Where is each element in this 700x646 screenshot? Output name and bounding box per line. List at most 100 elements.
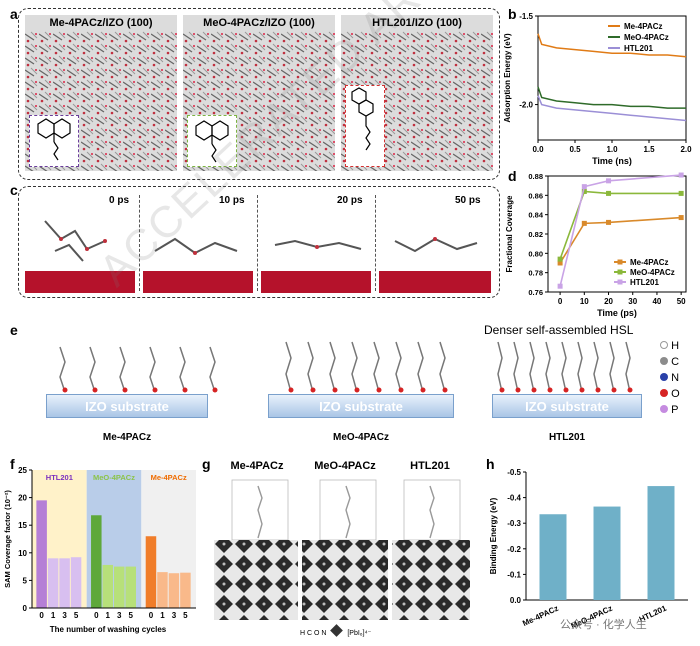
panel-h-label: h: [486, 456, 495, 472]
legend-label: MeO-4PACz: [630, 268, 675, 277]
izo-substrate-meo4pacz: IZO substrate: [268, 394, 454, 418]
panel-g-label: g: [202, 456, 211, 472]
bar: [168, 573, 180, 608]
series-line-HTL201: [559, 174, 682, 287]
g-title-htl201: HTL201: [410, 460, 450, 472]
g-title-meo4pacz: MeO-4PACz: [314, 460, 376, 472]
separator: [375, 195, 376, 291]
y-tick-label: 0.78: [528, 269, 543, 278]
htl201-structure-icon: [351, 87, 374, 151]
y-tick-label: 25: [18, 466, 27, 475]
x-tick-label: 0.5: [569, 145, 581, 154]
md-snapshot-me4pacz: Me-4PACz/IZO (100): [25, 15, 177, 171]
y-tick-label: 5: [23, 576, 28, 585]
legend-p-label: P: [671, 404, 679, 416]
y-tick-label: 15: [18, 521, 27, 530]
x-tick-label: 40: [652, 297, 661, 306]
x-tick-label: 5: [74, 611, 79, 620]
chart-adsorption-energy: 0.0 0.5 1.0 1.5 2.0 -1.5 -2.0 Time (ns) Adsorpti…: [503, 12, 692, 166]
y-tick-label: 10: [18, 549, 27, 558]
legend-marker: [617, 279, 623, 285]
y-tick-label: 20: [18, 494, 27, 503]
x-tick-label: 1: [160, 611, 165, 620]
htl201-monolayer-icon: [497, 341, 633, 393]
x-tick-label: 0.0: [532, 145, 544, 154]
data-point: [678, 215, 684, 221]
element-legend: H C N O P: [660, 340, 680, 420]
x-tick-label: Me-4PACz: [521, 604, 560, 628]
y-tick-label: -0.5: [507, 468, 521, 477]
panel-c-frame: 0 ps 10 ps 20 ps 50 ps: [18, 186, 500, 298]
y-tick-label: 0.84: [528, 211, 543, 220]
legend-h-label: H: [671, 340, 680, 352]
group-label: MeO-4PACz: [93, 473, 135, 482]
bar: [102, 564, 114, 608]
y-tick-label: -0.3: [507, 519, 521, 528]
g-atom-legend: H C O N [PbI₆]⁴⁻: [300, 624, 372, 637]
y-tick-label: -0.4: [507, 494, 521, 503]
izo-slab: [379, 271, 491, 293]
bar: [47, 558, 59, 608]
y-tick-label: -0.2: [507, 545, 521, 554]
molecule-snapshots-icon: [44, 220, 478, 262]
data-point: [581, 220, 587, 226]
y-tick-label: 0.88: [528, 172, 543, 181]
group-label: HTL201: [46, 473, 73, 482]
legend-c-label: C: [671, 356, 680, 368]
legend-label: HTL201: [624, 44, 653, 53]
panel-a-label: a: [10, 6, 18, 22]
bar: [36, 500, 47, 608]
data-point: [557, 283, 563, 289]
data-point: [581, 184, 587, 190]
bar: [114, 566, 125, 608]
legend-label: Me-4PACz: [630, 258, 669, 267]
separator: [257, 195, 258, 291]
y-axis-label: Adsorption Energy (eV): [503, 33, 512, 123]
data-point: [606, 219, 612, 225]
g-pbi6-label: [PbI₆]⁴⁻: [347, 630, 372, 637]
legend-o-label: O: [671, 388, 680, 400]
md-title-me4pacz: Me-4PACz/IZO (100): [49, 17, 153, 29]
chart-fractional-coverage: 0 10 20 30 40 50 0.76 0.78 0.80 0.82 0.84 0.86 0.88 T…: [505, 172, 687, 318]
legend-h-dot: [660, 341, 668, 349]
series-line-Me-4PACz: [559, 216, 682, 264]
legend-c: C: [660, 356, 680, 372]
x-tick-label: 10: [580, 297, 589, 306]
chart-binding-energy: 0.0-0.1-0.2-0.3-0.4-0.5Me-4PACz MeO-4PACz…: [489, 468, 688, 631]
g-title-me4pacz: Me-4PACz: [230, 460, 284, 472]
x-tick-label: 20: [604, 297, 613, 306]
y-tick-label: -1.5: [519, 12, 533, 21]
time-label-50ps: 50 ps: [455, 195, 481, 206]
source-watermark: 公众号 · 化学人生: [560, 619, 647, 631]
x-tick-label: 5: [183, 611, 188, 620]
x-tick-label: 5: [129, 611, 134, 620]
legend-c-dot: [660, 357, 668, 365]
bar: [647, 486, 675, 600]
bar: [59, 558, 70, 608]
x-tick-label: 1: [106, 611, 111, 620]
panel-g-frame: Me-4PACz MeO-4PACz HTL201: [214, 460, 470, 620]
y-tick-label: 0.82: [528, 230, 543, 239]
caption-htl201: HTL201: [548, 432, 586, 443]
izo-substrate-htl201: IZO substrate: [492, 394, 642, 418]
series-line-HTL201: [537, 95, 687, 122]
legend-marker: [617, 269, 623, 275]
legend-label: Me-4PACz: [624, 22, 663, 31]
y-tick-label: 0.0: [510, 596, 522, 605]
legend-n-dot: [660, 373, 668, 381]
panel-f-label: f: [10, 456, 15, 472]
time-label-0ps: 0 ps: [109, 195, 130, 206]
x-tick-label: 50: [677, 297, 686, 306]
data-point: [678, 190, 684, 196]
y-tick-label: 0.80: [528, 249, 543, 258]
bar: [91, 515, 102, 608]
panel-e-label: e: [10, 322, 18, 338]
bar: [180, 572, 191, 608]
legend-p-dot: [660, 405, 668, 413]
bar: [539, 514, 567, 600]
y-axis-label: SAM Coverage factor (10⁻²): [3, 490, 12, 588]
x-tick-label: 3: [62, 611, 67, 620]
caption-meo4pacz: MeO-4PACz: [333, 432, 389, 443]
data-point: [557, 260, 563, 266]
